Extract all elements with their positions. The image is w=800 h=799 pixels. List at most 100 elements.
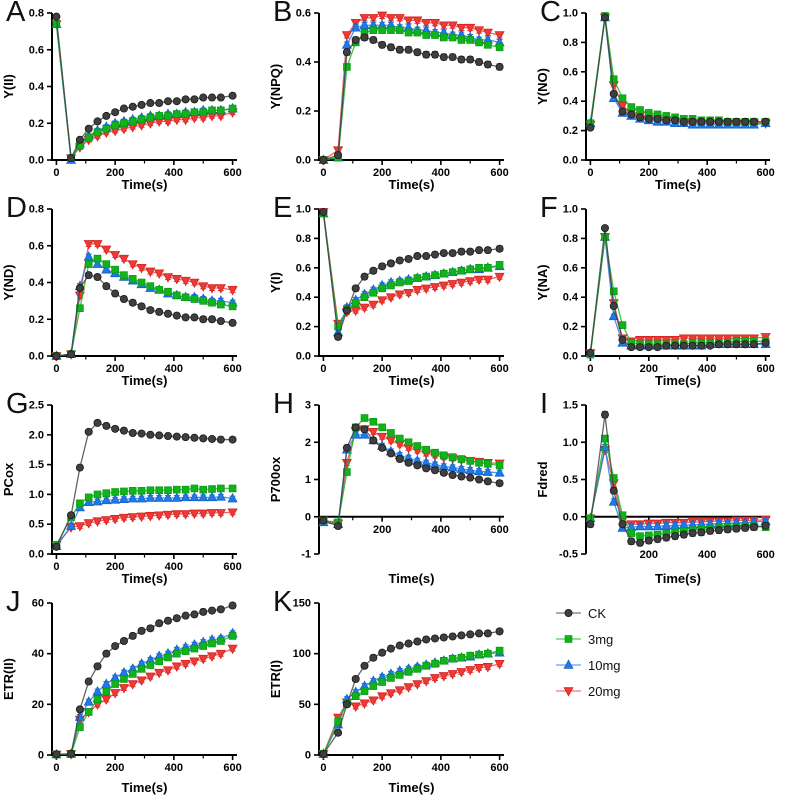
panel-label-i: I <box>540 388 549 420</box>
legend-item-label: 10mg <box>588 657 621 673</box>
svg-text:0.0: 0.0 <box>563 155 578 167</box>
svg-text:ETR(I): ETR(I) <box>268 660 283 698</box>
legend-item-label: CK <box>588 605 607 621</box>
svg-text:0: 0 <box>53 363 59 375</box>
svg-text:20: 20 <box>32 699 44 711</box>
panel-label-d: D <box>6 192 27 224</box>
svg-text:0: 0 <box>38 750 44 762</box>
chart-yna: 0.0 0.2 0.4 0.6 0.8 1.0 0 200 400 600 Time(s) Y(NA) <box>535 204 775 389</box>
svg-text:200: 200 <box>106 762 124 774</box>
svg-text:0: 0 <box>53 762 59 774</box>
svg-text:600: 600 <box>490 167 508 179</box>
svg-text:400: 400 <box>698 167 716 179</box>
chart-p700ox: -1 0 1 2 3 200 400 600 Time(s) P700ox <box>268 400 509 587</box>
svg-text:Time(s): Time(s) <box>389 780 435 795</box>
svg-text:0.2: 0.2 <box>29 118 44 130</box>
svg-text:0.4: 0.4 <box>296 292 312 304</box>
panel-label-f: F <box>540 192 558 224</box>
square-legend-marker-icon <box>556 635 581 643</box>
svg-text:60: 60 <box>32 598 44 610</box>
svg-text:0.2: 0.2 <box>296 106 311 118</box>
svg-text:0.8: 0.8 <box>563 233 578 245</box>
svg-text:-0.5: -0.5 <box>559 549 578 561</box>
panel-h: H -1 0 1 2 3 200 400 600 Time(s) P700ox <box>267 388 534 590</box>
svg-text:200: 200 <box>106 167 124 179</box>
svg-text:Time(s): Time(s) <box>122 780 168 795</box>
svg-text:400: 400 <box>165 167 183 179</box>
svg-text:0.6: 0.6 <box>296 8 311 20</box>
panel-e: E 0.0 0.2 0.4 0.6 0.8 1.0 0 200 400 600 Time(s) Y(I… <box>267 192 534 392</box>
svg-text:0.4: 0.4 <box>296 57 312 69</box>
triangle-up-legend-marker-icon <box>556 659 581 669</box>
chart-fdred: -0.5 0.0 0.5 1.0 1.5 200 400 600 Time(s) Fdred <box>535 400 775 587</box>
panel-label-e: E <box>273 192 293 224</box>
svg-text:0.0: 0.0 <box>563 351 578 363</box>
svg-text:0.6: 0.6 <box>563 66 578 78</box>
svg-text:200: 200 <box>106 561 124 573</box>
svg-text:0: 0 <box>320 167 326 179</box>
circle-legend-marker-icon <box>556 609 581 617</box>
svg-text:Time(s): Time(s) <box>389 571 435 586</box>
svg-text:1.0: 1.0 <box>563 204 578 216</box>
svg-text:150: 150 <box>293 598 311 610</box>
svg-text:0: 0 <box>587 167 593 179</box>
svg-text:600: 600 <box>223 561 241 573</box>
svg-text:ETR(II): ETR(II) <box>1 658 16 700</box>
panel-b: B 0.0 0.2 0.4 0.6 0 200 400 600 Time(s) Y(NPQ) <box>267 0 534 196</box>
svg-text:3: 3 <box>305 400 311 412</box>
legend-item-10mg: 10mg <box>554 652 800 678</box>
svg-text:200: 200 <box>373 167 391 179</box>
svg-text:0.2: 0.2 <box>29 314 44 326</box>
svg-text:2.0: 2.0 <box>29 429 44 441</box>
chart-etr1: 0 50 100 150 0 200 400 600 Time(s) ETR(I) <box>268 598 509 796</box>
legend-item-3mg: 3mg <box>554 626 800 652</box>
panel-label-a: A <box>6 0 26 28</box>
svg-text:600: 600 <box>223 167 241 179</box>
svg-text:600: 600 <box>490 524 508 536</box>
svg-text:600: 600 <box>223 762 241 774</box>
svg-text:0.4: 0.4 <box>563 292 579 304</box>
svg-text:0: 0 <box>53 167 59 179</box>
panel-g: G 0.0 0.5 1.0 1.5 2.0 2.5 0 200 400 600 Time(s) PCo… <box>0 388 267 590</box>
panel-d: D 0.0 0.2 0.4 0.6 0.8 0 200 400 600 Time(s) Y(ND) <box>0 192 267 392</box>
chart-ynpq: 0.0 0.2 0.4 0.6 0 200 400 600 Time(s) Y(NPQ) <box>268 8 509 193</box>
svg-text:1: 1 <box>305 474 311 486</box>
svg-text:400: 400 <box>698 549 716 561</box>
svg-text:Time(s): Time(s) <box>655 177 701 192</box>
svg-text:Y(NA): Y(NA) <box>535 264 550 300</box>
svg-text:0.6: 0.6 <box>296 262 311 274</box>
chart-yno: 0.0 0.2 0.4 0.6 0.8 1.0 0 200 400 600 Time(s) Y(NO) <box>535 8 775 193</box>
svg-text:0.4: 0.4 <box>563 96 579 108</box>
svg-text:PCox: PCox <box>1 462 16 496</box>
svg-text:400: 400 <box>165 363 183 375</box>
svg-text:Y(ND): Y(ND) <box>1 264 16 300</box>
panel-label-j: J <box>6 586 21 618</box>
svg-text:200: 200 <box>640 549 658 561</box>
svg-text:400: 400 <box>432 167 450 179</box>
svg-text:Time(s): Time(s) <box>389 177 435 192</box>
panel-f: F 0.0 0.2 0.4 0.6 0.8 1.0 0 200 400 600 Time(s) Y(N… <box>534 192 800 392</box>
svg-text:400: 400 <box>432 524 450 536</box>
svg-text:Time(s): Time(s) <box>122 373 168 388</box>
svg-text:0: 0 <box>305 750 311 762</box>
legend-item-20mg: 20mg <box>554 678 800 704</box>
svg-text:600: 600 <box>223 363 241 375</box>
svg-text:1.5: 1.5 <box>29 459 44 471</box>
panel-label-k: K <box>273 586 293 618</box>
svg-text:400: 400 <box>165 762 183 774</box>
svg-text:1.0: 1.0 <box>563 437 578 449</box>
svg-text:0.2: 0.2 <box>563 321 578 333</box>
svg-text:2: 2 <box>305 437 311 449</box>
panel-i: I -0.5 0.0 0.5 1.0 1.5 200 400 600 Time(s) Fdred <box>534 388 800 590</box>
panel-j: J 0 20 40 60 0 200 400 600 Time(s) ETR(II) <box>0 586 267 799</box>
svg-text:600: 600 <box>756 363 774 375</box>
svg-text:0.8: 0.8 <box>29 8 44 20</box>
svg-text:200: 200 <box>640 167 658 179</box>
chart-pcox: 0.0 0.5 1.0 1.5 2.0 2.5 0 200 400 600 Time(s) PCox <box>1 400 242 587</box>
svg-text:400: 400 <box>432 363 450 375</box>
svg-text:200: 200 <box>640 363 658 375</box>
svg-text:0.6: 0.6 <box>563 262 578 274</box>
svg-text:0.0: 0.0 <box>29 549 44 561</box>
svg-text:0: 0 <box>305 511 311 523</box>
svg-text:0.8: 0.8 <box>296 233 311 245</box>
